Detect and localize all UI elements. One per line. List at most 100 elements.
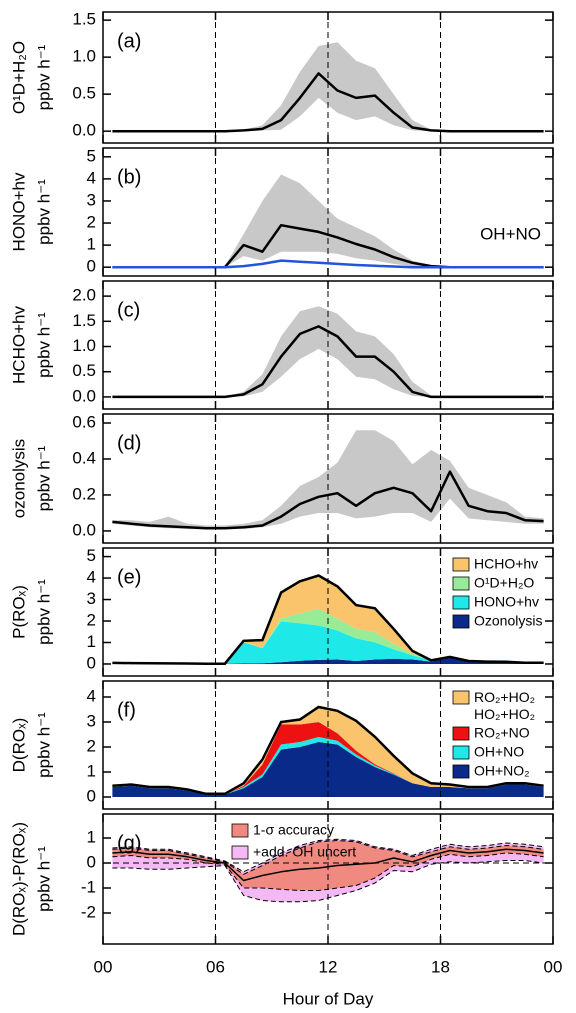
plot-frame	[102, 147, 554, 277]
legend-swatch	[231, 845, 249, 860]
legend-label: RO₂+HO₂ HO₂+HO₂	[474, 689, 535, 722]
y-axis-label: HCHO+hv	[9, 306, 28, 384]
y-tick-label: 1.5	[72, 311, 96, 330]
y-tick-label: 3	[87, 589, 96, 608]
y-tick-label: 0.5	[72, 361, 96, 380]
panel-label: (g)	[117, 832, 141, 854]
plot-area	[112, 414, 544, 543]
y-axis-label: D(ROₓ)	[9, 718, 28, 773]
y-tick-label: 4	[87, 686, 96, 705]
x-tick-label: 00	[544, 957, 563, 976]
legend-swatch	[452, 745, 470, 760]
plot-area	[112, 281, 544, 409]
y-axis-label: O¹D+H₂O	[9, 41, 28, 114]
legend-label: HCHO+hv	[474, 556, 538, 572]
legend-swatch	[452, 595, 470, 610]
y-tick-label: 0.0	[72, 121, 96, 140]
y-tick-label: 4	[87, 568, 96, 587]
panel-label: (a)	[117, 30, 141, 52]
y-tick-label: 5	[87, 146, 96, 165]
x-tick-label: 18	[431, 957, 450, 976]
line	[112, 325, 544, 399]
panel-label: (b)	[117, 166, 141, 188]
y-tick-label: 3	[87, 711, 96, 730]
y-tick-label: 0.4	[72, 448, 96, 467]
y-tick-label: 2	[87, 213, 96, 232]
y-axis-unit: ppbv h⁻¹	[34, 445, 53, 511]
plot-area	[112, 681, 544, 809]
legend-swatch	[231, 823, 249, 838]
y-tick-label: 5	[87, 546, 96, 565]
plot-frame	[102, 280, 554, 410]
y-axis-label: ozonolysis	[9, 439, 28, 518]
legend-swatch	[452, 690, 470, 705]
x-axis-label: Hour of Day	[283, 989, 374, 1008]
legend-swatch	[452, 576, 470, 591]
stacked-area	[112, 742, 544, 797]
panel-label: (d)	[117, 432, 141, 454]
legend-label: RO₂+NO	[474, 725, 530, 741]
y-tick-label: 2	[87, 736, 96, 755]
legend-swatch	[452, 614, 470, 629]
y-tick-label: 1.0	[72, 47, 96, 66]
plot-area	[112, 548, 544, 676]
y-tick-label: 0	[87, 653, 96, 672]
line	[112, 848, 544, 882]
panel-label: (e)	[117, 566, 141, 588]
y-axis-unit: ppbv h⁻¹	[34, 44, 53, 110]
y-axis-unit: ppbv h⁻¹	[34, 579, 53, 645]
plot-frame	[102, 680, 554, 810]
legend-line: HO₂+HO₂	[474, 706, 535, 722]
y-tick-label: 4	[87, 168, 96, 187]
y-axis-unit: ppbv h⁻¹	[34, 846, 53, 912]
legend-swatch	[452, 726, 470, 741]
legend-label: O¹D+H₂O	[474, 575, 534, 591]
band-edge	[112, 839, 544, 875]
y-tick-label: 2.0	[72, 286, 96, 305]
y-tick-label: 1.5	[72, 10, 96, 29]
y-tick-label: 0	[87, 852, 96, 871]
plot-area	[103, 814, 553, 944]
y-tick-label: 2	[87, 611, 96, 630]
plot-frame	[102, 813, 554, 945]
line	[112, 72, 544, 133]
y-axis-label: P(ROₓ)	[9, 585, 28, 639]
y-tick-label: 1	[87, 761, 96, 780]
legend-swatch	[452, 557, 470, 572]
line	[112, 259, 544, 269]
x-tick-label: 06	[206, 957, 225, 976]
legend-line: RO₂+HO₂	[474, 689, 535, 705]
y-tick-label: -1	[81, 877, 96, 896]
panel-label: (c)	[117, 299, 140, 321]
x-tick-label: 00	[94, 957, 113, 976]
legend-swatch	[452, 764, 470, 779]
legend-label: OH+NO	[474, 744, 524, 760]
y-axis-unit: ppbv h⁻¹	[34, 179, 53, 245]
legend-label: HONO+hv	[474, 594, 539, 610]
line	[112, 470, 544, 530]
x-tick-label: 12	[319, 957, 338, 976]
y-tick-label: 1.0	[72, 336, 96, 355]
plot-frame	[102, 11, 554, 144]
y-axis-label: HONO+hv	[9, 172, 28, 251]
y-tick-label: 0.6	[72, 412, 96, 431]
y-tick-label: 1	[87, 632, 96, 651]
y-tick-label: 0	[87, 786, 96, 805]
legend-label: 1-σ accuracy	[253, 822, 334, 838]
total-outline	[112, 705, 544, 796]
plot-area	[112, 148, 544, 276]
y-tick-label: 3	[87, 190, 96, 209]
y-tick-label: 1	[87, 827, 96, 846]
y-tick-label: -2	[81, 902, 96, 921]
plot-area	[112, 12, 544, 143]
legend-label: OH+NO	[480, 225, 541, 244]
y-axis-unit: ppbv h⁻¹	[34, 312, 53, 378]
y-tick-label: 0.2	[72, 484, 96, 503]
y-axis-unit: ppbv h⁻¹	[34, 712, 53, 778]
panel-label: (f)	[117, 699, 136, 721]
plot-frame	[102, 547, 554, 677]
y-tick-label: 0.5	[72, 84, 96, 103]
legend-label: OH+NO₂	[474, 763, 530, 779]
y-tick-label: 0.0	[72, 520, 96, 539]
